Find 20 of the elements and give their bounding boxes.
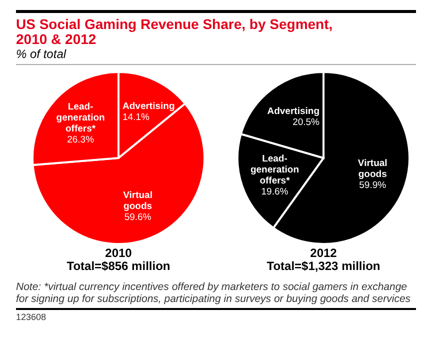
text: 2010 — [104, 246, 133, 260]
slice-label: Advertising — [122, 100, 175, 112]
slice-label: Lead-generation offers* — [56, 101, 106, 134]
text: 123608 — [16, 312, 48, 322]
chart-title: US Social Gaming Revenue Share, by Segment, 2010 & 2012 — [16, 16, 334, 47]
data-label: 20.5% — [292, 116, 320, 128]
data-label: 26.3% — [67, 134, 95, 146]
text: Note: *virtual currency incentives offered by marketers to social gamers in exchange for signing up for subscriptions, participating in surveys or buying goods and services — [16, 281, 416, 310]
data-label: 59.9% — [359, 179, 387, 190]
data-label: 59.6% — [124, 211, 152, 222]
text: Total=$1,323 million — [266, 259, 382, 273]
text: 2012 — [309, 246, 338, 260]
slice-label: Virtual goods — [123, 189, 152, 212]
text: Total=$856 million — [66, 259, 172, 273]
slice-label: Advertising — [267, 106, 320, 117]
data-label: 14.1% — [122, 111, 150, 122]
chart-subtitle: % of total — [16, 47, 416, 65]
data-label: 19.6% — [261, 186, 289, 197]
slice-label: Lead-generation offers* — [250, 152, 300, 186]
slice-label: Virtual goods — [358, 157, 388, 180]
